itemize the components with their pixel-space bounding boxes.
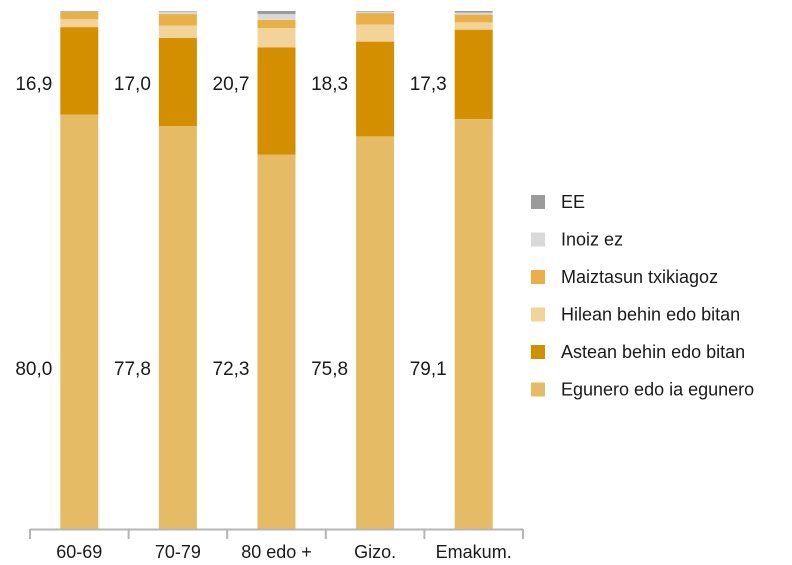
x-axis: 60-69 70-79 80 edo + Gizo. Emakum.	[29, 528, 524, 562]
bar-segment-maiztasun-txikiagoz-emakum	[454, 14, 493, 23]
bar-segment-astean-behin-edo-bitan-70-79	[158, 37, 197, 126]
legend-swatch-inoiz-ez	[531, 232, 545, 247]
x-tick-label-gizo: Gizo.	[354, 542, 396, 562]
legend-label-hilean-behin-edo-bitan: Hilean behin edo bitan	[561, 305, 740, 325]
value-label-egunero-edo-ia-egunero-emakum: 79,1	[410, 359, 447, 380]
bar-segment-inoiz-ez-gizo	[356, 11, 395, 14]
bar-segment-hilean-behin-edo-bitan-80-edo	[257, 28, 296, 48]
bar-segment-maiztasun-txikiagoz-60-69	[60, 12, 99, 20]
value-label-astean-behin-edo-bitan-gizo: 18,3	[311, 74, 348, 95]
bar-segment-hilean-behin-edo-bitan-60-69	[60, 19, 99, 28]
bar-segment-astean-behin-edo-bitan-emakum	[454, 29, 493, 120]
bar-segment-egunero-edo-ia-egunero-gizo	[356, 136, 395, 529]
bar-segment-inoiz-ez-80-edo	[257, 14, 296, 20]
legend-label-egunero-edo-ia-egunero: Egunero edo ia egunero	[561, 380, 754, 400]
bar-segment-ee-emakum	[454, 11, 493, 13]
x-tick-label-70-79: 70-79	[155, 542, 201, 562]
value-label-astean-behin-edo-bitan-70-79: 17,0	[114, 74, 151, 95]
x-tick-label-80-edo: 80 edo +	[241, 542, 312, 562]
bar-segment-astean-behin-edo-bitan-gizo	[356, 41, 395, 137]
bar-segment-hilean-behin-edo-bitan-gizo	[356, 24, 395, 42]
legend: EE Inoiz ez Maiztasun txikiagoz Hilean behi…	[531, 192, 754, 400]
value-label-astean-behin-edo-bitan-80-edo: 20,7	[213, 74, 250, 95]
value-label-astean-behin-edo-bitan-emakum: 17,3	[410, 74, 447, 95]
legend-swatch-astean-behin-edo-bitan	[531, 345, 545, 359]
legend-swatch-egunero-edo-ia-egunero	[531, 382, 545, 397]
value-label-egunero-edo-ia-egunero-80-edo: 72,3	[213, 359, 250, 380]
bar-segment-ee-80-edo	[257, 11, 296, 15]
bar-segment-egunero-edo-ia-egunero-70-79	[158, 126, 197, 529]
value-label-egunero-edo-ia-egunero-gizo: 75,8	[311, 359, 348, 380]
value-labels-group: 80,0 16,9 77,8 17,0 72,3 20,7 75,8 18,3 79,1 17,3	[15, 74, 446, 380]
legend-label-maiztasun-txikiagoz: Maiztasun txikiagoz	[561, 267, 718, 287]
bar-segment-ee-60-69	[60, 11, 99, 12]
bar-segment-astean-behin-edo-bitan-60-69	[60, 27, 99, 115]
bar-segment-egunero-edo-ia-egunero-emakum	[454, 119, 493, 530]
bar-segment-ee-gizo	[356, 11, 395, 12]
bar-segment-maiztasun-txikiagoz-80-edo	[257, 19, 296, 29]
x-tick-label-60-69: 60-69	[56, 542, 102, 562]
bar-segment-egunero-edo-ia-egunero-60-69	[60, 114, 99, 529]
bar-segment-inoiz-ez-70-79	[158, 11, 197, 15]
bar-segment-hilean-behin-edo-bitan-70-79	[158, 25, 197, 38]
bar-segment-hilean-behin-edo-bitan-emakum	[454, 22, 493, 30]
value-label-astean-behin-edo-bitan-60-69: 16,9	[15, 74, 52, 95]
bars-group	[60, 11, 493, 530]
legend-swatch-ee	[531, 195, 545, 209]
value-label-egunero-edo-ia-egunero-60-69: 80,0	[15, 359, 52, 380]
legend-swatch-hilean-behin-edo-bitan	[531, 307, 545, 322]
legend-label-inoiz-ez: Inoiz ez	[561, 230, 623, 250]
bar-segment-ee-70-79	[158, 11, 197, 12]
bar-segment-astean-behin-edo-bitan-80-edo	[257, 47, 296, 155]
bar-segment-inoiz-ez-60-69	[60, 11, 99, 12]
legend-swatch-maiztasun-txikiagoz	[531, 270, 545, 284]
legend-label-ee: EE	[561, 192, 585, 212]
legend-label-astean-behin-edo-bitan: Astean behin edo bitan	[561, 342, 745, 362]
bar-segment-maiztasun-txikiagoz-gizo	[356, 13, 395, 25]
bar-segment-egunero-edo-ia-egunero-80-edo	[257, 154, 296, 529]
value-label-egunero-edo-ia-egunero-70-79: 77,8	[114, 359, 151, 380]
bar-segment-maiztasun-txikiagoz-70-79	[158, 14, 197, 26]
x-tick-label-emakum: Emakum.	[436, 542, 512, 562]
bar-segment-inoiz-ez-emakum	[454, 12, 493, 15]
